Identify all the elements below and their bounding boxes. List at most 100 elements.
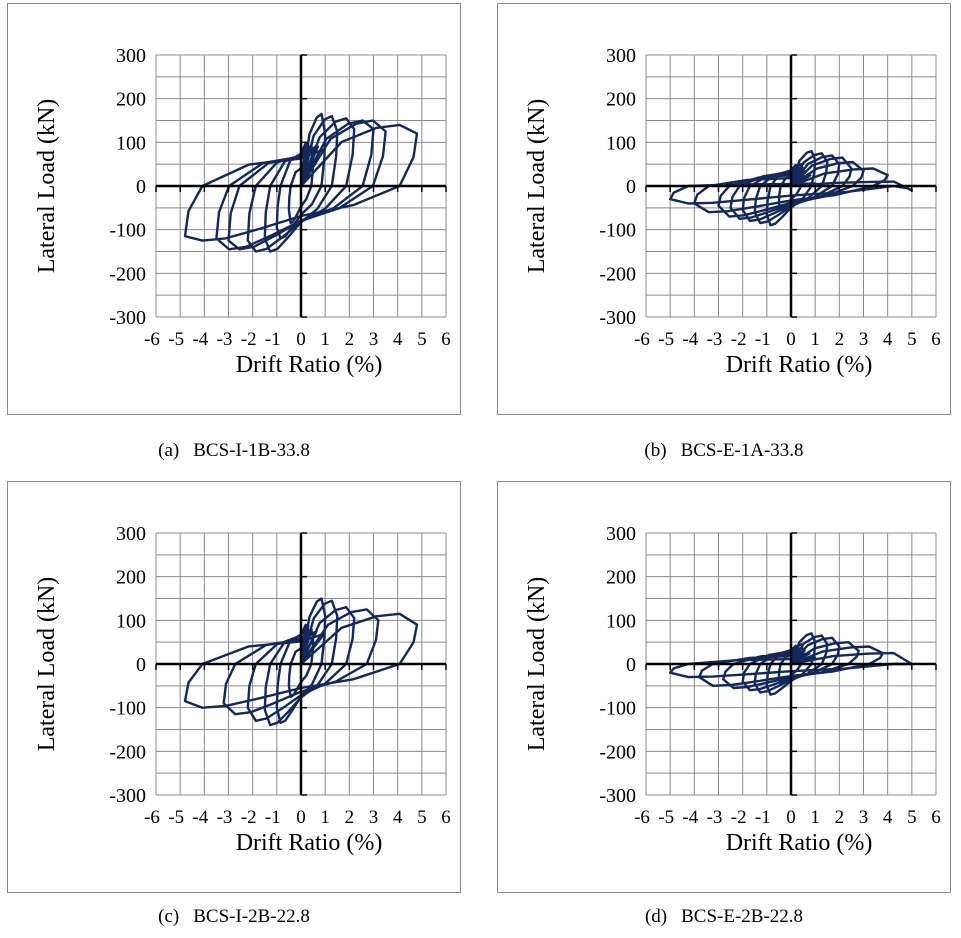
y-tick-label: -300 <box>109 307 146 329</box>
y-tick-label: -200 <box>109 263 146 285</box>
x-tick-label: 3 <box>369 329 379 350</box>
x-tick-label: -6 <box>634 329 650 350</box>
hysteresis-loop <box>669 180 913 205</box>
x-tick-label: -4 <box>192 807 208 828</box>
x-tick-label: 4 <box>883 807 893 828</box>
x-tick-label: 6 <box>441 329 451 350</box>
y-tick-label: 200 <box>606 89 636 111</box>
x-tick-label: 0 <box>786 807 796 828</box>
y-tick-label: 200 <box>116 567 146 589</box>
x-tick-label: -3 <box>217 807 233 828</box>
x-tick-label: -2 <box>731 807 747 828</box>
y-tick-label: 100 <box>116 132 146 154</box>
x-tick-label: -6 <box>634 807 650 828</box>
y-tick-label: 0 <box>626 654 636 676</box>
y-tick-label: -100 <box>109 220 146 242</box>
x-tick-label: -2 <box>731 329 747 350</box>
caption-d: (d) BCS-E-2B-22.8 <box>497 906 951 928</box>
y-tick-label: 300 <box>116 45 146 67</box>
chart-a-series <box>183 112 419 253</box>
x-tick-label: -1 <box>755 329 771 350</box>
x-tick-label: 2 <box>345 807 355 828</box>
y-tick-label: -300 <box>599 307 636 329</box>
y-tick-label: 100 <box>606 610 636 632</box>
x-tick-label: 1 <box>810 329 820 350</box>
caption-d-text: BCS-E-2B-22.8 <box>681 906 804 927</box>
x-tick-label: -5 <box>168 329 184 350</box>
x-tick-label: -2 <box>241 807 257 828</box>
y-tick-label: 300 <box>606 45 636 67</box>
y-tick-label: 0 <box>136 654 146 676</box>
caption-a: (a) BCS-I-1B-33.8 <box>7 440 461 462</box>
hysteresis-loop <box>693 167 889 214</box>
y-tick-label: -200 <box>599 741 636 763</box>
caption-c-label: (c) <box>158 906 180 927</box>
hysteresis-loop <box>698 645 884 687</box>
x-tick-label: 6 <box>441 807 451 828</box>
x-tick-label: -4 <box>682 329 698 350</box>
y-tick-label: 300 <box>606 523 636 545</box>
x-tick-label: 4 <box>393 329 403 350</box>
x-axis-title: Drift Ratio (%) <box>236 352 383 378</box>
x-tick-label: 3 <box>369 807 379 828</box>
x-tick-label: -6 <box>144 329 160 350</box>
x-tick-label: -5 <box>658 807 674 828</box>
y-tick-label: -300 <box>109 785 146 807</box>
x-tick-label: -3 <box>707 329 723 350</box>
x-axis-title: Drift Ratio (%) <box>236 830 383 856</box>
y-tick-label: 0 <box>136 176 146 198</box>
chart-d-series <box>669 632 913 696</box>
x-tick-label: 2 <box>345 329 355 350</box>
y-tick-label: 0 <box>626 176 636 198</box>
x-tick-label: 1 <box>320 329 330 350</box>
y-tick-label: 100 <box>116 610 146 632</box>
x-axis-title: Drift Ratio (%) <box>726 830 873 856</box>
y-axis-title: Lateral Load (kN) <box>34 577 60 752</box>
caption-c-text: BCS-I-2B-22.8 <box>193 906 310 927</box>
y-tick-label: -200 <box>109 741 146 763</box>
chart-a-axes <box>155 54 447 318</box>
y-tick-label: 200 <box>606 567 636 589</box>
x-tick-label: 5 <box>907 807 917 828</box>
x-tick-label: 0 <box>296 329 306 350</box>
caption-b: (b) BCS-E-1A-33.8 <box>497 440 951 462</box>
hysteresis-loop <box>717 160 865 218</box>
x-tick-label: 0 <box>296 807 306 828</box>
x-tick-label: -3 <box>707 807 723 828</box>
y-tick-label: -200 <box>599 263 636 285</box>
chart-c-axes <box>155 532 447 796</box>
caption-b-text: BCS-E-1A-33.8 <box>680 440 804 461</box>
chart-b-axes <box>645 54 937 318</box>
y-tick-label: -100 <box>109 698 146 720</box>
y-axis-title: Lateral Load (kN) <box>524 577 550 752</box>
x-tick-label: 0 <box>786 329 796 350</box>
chart-panel-b: 300 200 100 0 -100 -200 -300 -6 -5 -4 -3 -2 -1 0 1 2 3 4 5… <box>497 3 951 415</box>
x-tick-label: 1 <box>810 807 820 828</box>
x-tick-label: -1 <box>265 329 281 350</box>
x-tick-label: -6 <box>144 807 160 828</box>
x-tick-label: -3 <box>217 329 233 350</box>
x-tick-label: 3 <box>859 329 869 350</box>
x-tick-label: 2 <box>835 807 845 828</box>
chart-d-axes <box>645 532 937 796</box>
y-tick-label: -300 <box>599 785 636 807</box>
hysteresis-loop <box>183 612 419 709</box>
x-tick-label: -1 <box>265 807 281 828</box>
y-tick-label: -100 <box>599 698 636 720</box>
chart-panel-a: 300 200 100 0 -100 -200 -300 -6 -5 -4 -3 -2 -1 0 1 2 3 4 5… <box>7 3 461 415</box>
y-tick-label: 200 <box>116 89 146 111</box>
chart-c-series <box>183 597 419 727</box>
x-tick-label: -5 <box>168 807 184 828</box>
x-tick-label: 4 <box>393 807 403 828</box>
y-tick-label: 100 <box>606 132 636 154</box>
x-tick-label: -5 <box>658 329 674 350</box>
caption-b-label: (b) <box>644 440 667 461</box>
x-axis-title: Drift Ratio (%) <box>726 352 873 378</box>
y-tick-label: -100 <box>599 220 636 242</box>
x-tick-label: -4 <box>192 329 208 350</box>
